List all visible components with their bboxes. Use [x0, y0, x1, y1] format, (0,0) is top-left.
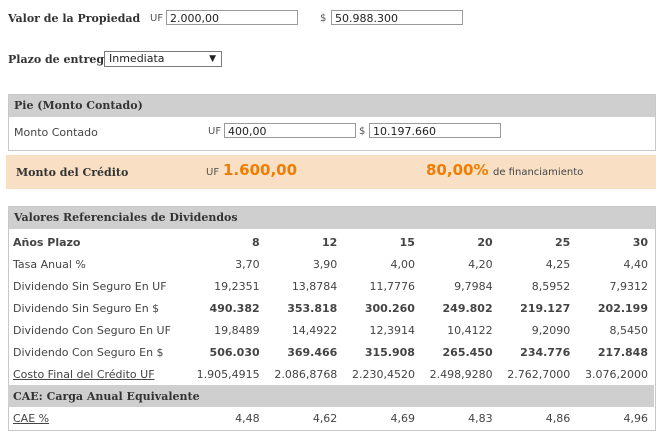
table-cell: 506.030	[209, 345, 260, 359]
table-row: Dividendo Sin Seguro En $ 490.382 353.81…	[8, 297, 654, 319]
table-cell: 7,9312	[609, 279, 649, 293]
delivery-selected-value: Inmediata	[109, 52, 165, 65]
table-cell: 3.076,2000	[585, 367, 648, 381]
dividends-section-title: Valores Referenciales de Dividendos	[9, 207, 655, 229]
row-label: Dividendo Con Seguro En UF	[13, 323, 171, 337]
table-cell: 4,20	[468, 257, 493, 271]
property-value-label: Valor de la Propiedad	[8, 12, 141, 25]
table-cell: 9,2090	[531, 323, 571, 337]
credit-uf-value: 1.600,00	[223, 161, 298, 179]
year-header: 25	[554, 235, 571, 249]
table-cell: 8,5450	[609, 323, 649, 337]
table-row: Dividendo Con Seguro En UF 19,8489 14,49…	[8, 319, 654, 341]
table-cell: 19,8489	[214, 323, 260, 337]
table-cell: 19,2351	[214, 279, 260, 293]
delivery-select[interactable]: Inmediata ▼	[104, 51, 222, 67]
year-header: 15	[399, 235, 415, 249]
table-cell: 217.848	[597, 345, 648, 359]
table-cell: 369.466	[287, 345, 338, 359]
table-cell: 4,96	[623, 411, 649, 425]
year-header: 30	[632, 235, 648, 249]
row-label: Dividendo Sin Seguro En $	[13, 301, 160, 315]
table-cell: 8,5952	[531, 279, 571, 293]
pie-section-title: Pie (Monto Contado)	[9, 95, 655, 117]
pie-clp-prefix: $	[359, 126, 366, 137]
dividends-table: Años Plazo 8 12 15 20 25 30 Tasa Anual %…	[8, 231, 654, 429]
table-cell: 4,40	[623, 257, 649, 271]
table-cell: 265.450	[442, 345, 493, 359]
table-cell: 353.818	[287, 301, 338, 315]
table-cell: 2.762,7000	[507, 367, 571, 381]
table-cell: 4,25	[545, 257, 571, 271]
cae-link[interactable]: CAE %	[13, 411, 50, 425]
delivery-label: Plazo de entrega	[8, 53, 112, 66]
table-cell: 4,62	[312, 411, 338, 425]
table-cell: 11,7776	[369, 279, 415, 293]
table-cell: 315.908	[364, 345, 415, 359]
cae-header-row: CAE: Carga Anual Equivalente	[8, 385, 654, 407]
property-clp-input[interactable]: 50.988.300	[331, 10, 463, 25]
row-label: Dividendo Con Seguro En $	[13, 345, 164, 359]
table-cell: 9,7984	[454, 279, 493, 293]
year-header: 20	[477, 235, 493, 249]
table-cell: 14,4922	[291, 323, 338, 337]
credit-percent-suffix: de financiamiento	[493, 167, 584, 178]
table-cell: 10,4122	[447, 323, 493, 337]
table-cell: 4,00	[390, 257, 415, 271]
pie-clp-input[interactable]: 10.197.660	[369, 123, 501, 138]
table-row: Costo Final del Crédito UF 1.905,4915 2.…	[8, 363, 654, 385]
property-uf-input[interactable]: 2.000,00	[166, 10, 298, 25]
dropdown-arrow-icon: ▼	[209, 54, 216, 64]
table-cell: 2.086,8768	[274, 367, 338, 381]
table-cell: 1.905,4915	[196, 367, 260, 381]
table-cell: 249.802	[442, 301, 493, 315]
table-cell: 202.199	[597, 301, 648, 315]
property-clp-prefix: $	[320, 13, 327, 24]
table-cell: 4,48	[235, 411, 260, 425]
year-header: 8	[252, 235, 260, 249]
credit-uf-prefix: UF	[206, 167, 220, 178]
table-row: Tasa Anual % 3,70 3,90 4,00 4,20 4,25 4,…	[8, 253, 654, 275]
table-cell: 2.230,4520	[351, 367, 415, 381]
table-header-row: Años Plazo 8 12 15 20 25 30	[8, 231, 654, 253]
table-row: Dividendo Con Seguro En $ 506.030 369.46…	[8, 341, 654, 363]
credit-percent: 80,00%	[426, 161, 489, 179]
table-cell: 4,83	[468, 411, 493, 425]
years-header-label: Años Plazo	[13, 235, 81, 249]
table-row: CAE % 4,48 4,62 4,69 4,83 4,86 4,96	[8, 407, 654, 429]
table-cell: 490.382	[209, 301, 260, 315]
property-uf-prefix: UF	[150, 13, 164, 24]
table-cell: 12,3914	[369, 323, 415, 337]
final-cost-link[interactable]: Costo Final del Crédito UF	[13, 367, 155, 381]
cae-section-title: CAE: Carga Anual Equivalente	[8, 385, 654, 407]
table-cell: 4,69	[390, 411, 415, 425]
table-row: Dividendo Sin Seguro En UF 19,2351 13,87…	[8, 275, 654, 297]
table-cell: 3,70	[235, 257, 260, 271]
credit-amount-band: Monto del Crédito UF 1.600,00 80,00% de …	[6, 155, 656, 189]
pie-section: Pie (Monto Contado) Monto Contado UF 400…	[8, 94, 656, 151]
pie-amount-label: Monto Contado	[14, 126, 98, 139]
table-cell: 3,90	[312, 257, 338, 271]
table-cell: 2.498,9280	[429, 367, 493, 381]
credit-label: Monto del Crédito	[16, 166, 129, 179]
table-cell: 4,86	[545, 411, 571, 425]
row-label: Dividendo Sin Seguro En UF	[13, 279, 167, 293]
pie-uf-prefix: UF	[208, 126, 222, 137]
dividends-section: Valores Referenciales de Dividendos	[8, 206, 656, 431]
row-label: Tasa Anual %	[13, 257, 86, 271]
table-cell: 300.260	[364, 301, 415, 315]
table-cell: 234.776	[520, 345, 571, 359]
year-header: 12	[322, 235, 338, 249]
pie-uf-input[interactable]: 400,00	[224, 123, 356, 138]
table-cell: 13,8784	[291, 279, 338, 293]
table-cell: 219.127	[520, 301, 571, 315]
